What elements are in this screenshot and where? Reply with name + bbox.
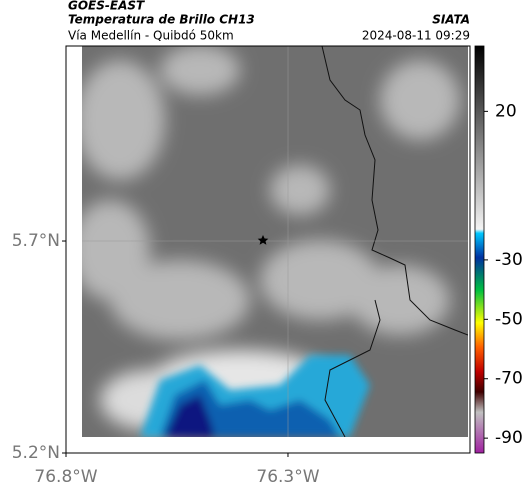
satellite-image (82, 46, 468, 437)
colorbar-tick-label: -50 (495, 309, 523, 329)
timestamp: 2024-08-11 09:29 (362, 29, 470, 43)
title: GOES-EAST (68, 0, 145, 13)
location-marker (257, 235, 269, 245)
colorbar-tick-label: -90 (495, 428, 523, 448)
colorbar-tick-label: -30 (495, 250, 523, 270)
colorbar-tick-label: 20 (495, 101, 517, 121)
y-tick-label: 5.7°N (12, 231, 60, 251)
map-frame (65, 45, 471, 454)
colorbar (474, 45, 485, 454)
x-tick-label: 76.8°W (34, 467, 97, 487)
colorbar-tick-label: -70 (495, 369, 523, 389)
route: Vía Medellín - Quibdó 50km (68, 29, 234, 43)
subtitle: Temperatura de Brillo CH13 (68, 13, 255, 27)
x-tick-label: 76.3°W (256, 467, 319, 487)
y-tick-label: 5.2°N (12, 443, 60, 463)
source: SIATA (432, 13, 470, 27)
